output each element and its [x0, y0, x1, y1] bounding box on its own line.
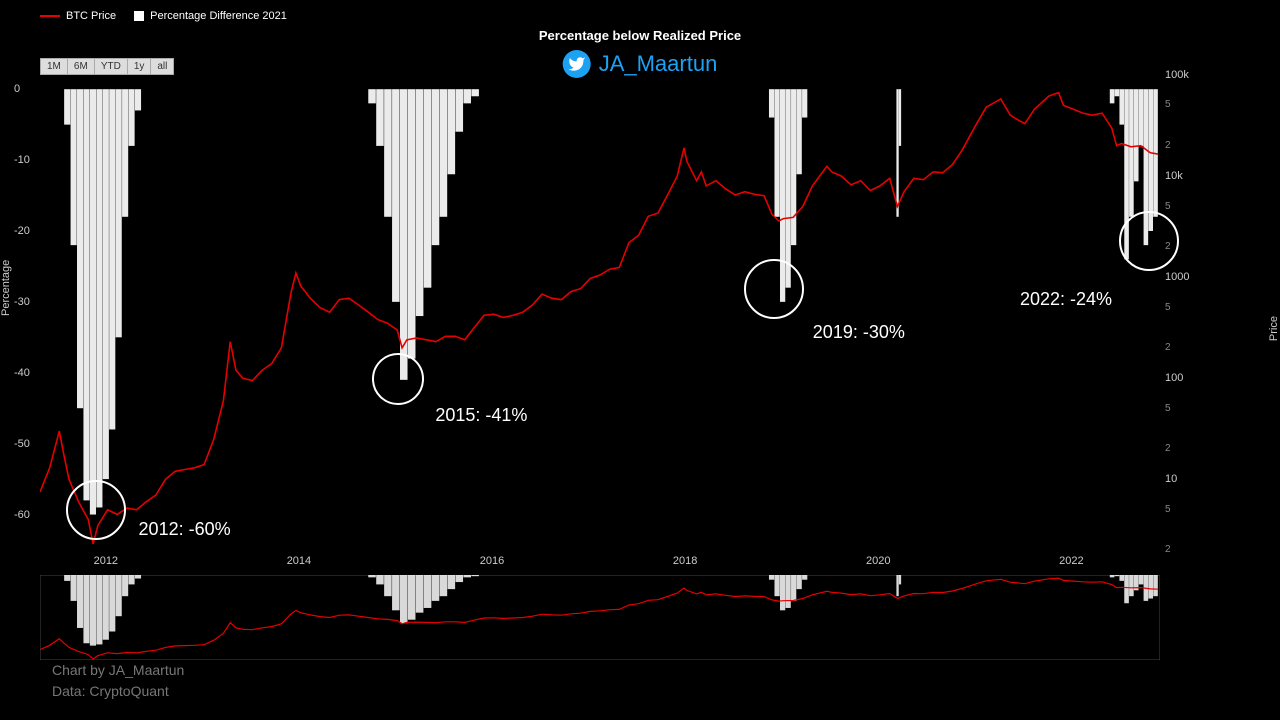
y-left-tick: -50	[14, 438, 30, 450]
y-right-minor-tick: 2	[1165, 443, 1171, 454]
y-right-minor-tick: 5	[1165, 403, 1171, 414]
range-btn-YTD[interactable]: YTD	[94, 58, 128, 75]
legend-swatch-btc	[40, 15, 60, 17]
y-right-tick: 10k	[1165, 170, 1183, 182]
range-btn-all[interactable]: all	[150, 58, 174, 75]
range-btn-6M[interactable]: 6M	[67, 58, 95, 75]
legend-label-btc: BTC Price	[66, 10, 116, 22]
annotation-label: 2022: -24%	[1020, 289, 1112, 310]
annotation-circle	[744, 259, 804, 319]
legend-label-pct: Percentage Difference 2021	[150, 10, 287, 22]
y-right-tick: 1000	[1165, 271, 1189, 283]
legend-item-pct: Percentage Difference 2021	[134, 10, 287, 22]
y-left-tick: 0	[14, 83, 20, 95]
y-left-tick: -60	[14, 509, 30, 521]
x-tick: 2016	[480, 555, 504, 567]
credit-line-1: Chart by JA_Maartun	[52, 660, 184, 681]
legend: BTC Price Percentage Difference 2021	[40, 10, 287, 22]
twitter-handle[interactable]: JA_Maartun	[563, 50, 718, 78]
twitter-icon	[563, 50, 591, 78]
y-right-minor-tick: 5	[1165, 201, 1171, 212]
annotation-circle	[372, 353, 424, 405]
legend-swatch-pct	[134, 11, 144, 21]
y-axis-left-title: Percentage	[0, 260, 12, 316]
y-right-minor-tick: 2	[1165, 342, 1171, 353]
y-right-minor-tick: 2	[1165, 140, 1171, 151]
mini-chart[interactable]	[40, 575, 1160, 660]
y-right-tick: 100k	[1165, 69, 1189, 81]
range-btn-1M[interactable]: 1M	[40, 58, 68, 75]
x-tick: 2020	[866, 555, 890, 567]
x-tick: 2018	[673, 555, 697, 567]
y-left-tick: -40	[14, 367, 30, 379]
y-right-minor-tick: 2	[1165, 544, 1171, 555]
x-tick: 2014	[287, 555, 311, 567]
x-tick: 2012	[94, 555, 118, 567]
y-right-tick: 100	[1165, 372, 1183, 384]
annotation-circle	[66, 480, 126, 540]
annotation-label: 2019: -30%	[813, 322, 905, 343]
annotation-label: 2015: -41%	[435, 405, 527, 426]
credits: Chart by JA_Maartun Data: CryptoQuant	[52, 660, 184, 702]
main-chart	[40, 75, 1160, 550]
chart-container: BTC Price Percentage Difference 2021 Per…	[0, 0, 1280, 720]
y-right-minor-tick: 5	[1165, 302, 1171, 313]
x-tick: 2022	[1059, 555, 1083, 567]
y-right-tick: 10	[1165, 473, 1177, 485]
annotation-label: 2012: -60%	[139, 519, 231, 540]
legend-item-btc: BTC Price	[40, 10, 116, 22]
y-left-tick: -10	[14, 154, 30, 166]
twitter-text: JA_Maartun	[599, 51, 718, 77]
y-right-minor-tick: 5	[1165, 99, 1171, 110]
range-selector: 1M6MYTD1yall	[40, 58, 174, 75]
range-btn-1y[interactable]: 1y	[127, 58, 152, 75]
y-left-tick: -30	[14, 296, 30, 308]
y-axis-right-title: Price	[1268, 316, 1280, 341]
chart-title: Percentage below Realized Price	[539, 28, 741, 43]
annotation-circle	[1119, 211, 1179, 271]
credit-line-2: Data: CryptoQuant	[52, 681, 184, 702]
y-left-tick: -20	[14, 225, 30, 237]
y-right-minor-tick: 5	[1165, 504, 1171, 515]
